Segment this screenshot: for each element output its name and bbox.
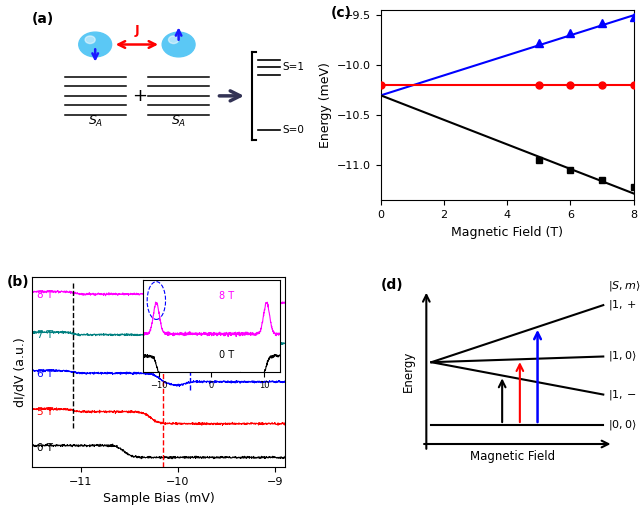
Y-axis label: Energy (meV): Energy (meV): [319, 63, 332, 148]
Text: $S_A$: $S_A$: [88, 113, 103, 128]
Text: $|S,m\rangle$: $|S,m\rangle$: [609, 279, 640, 293]
Text: 8 T: 8 T: [37, 289, 53, 300]
Text: 0 T: 0 T: [37, 443, 53, 453]
X-axis label: Magnetic Field (T): Magnetic Field (T): [451, 226, 563, 239]
Circle shape: [85, 36, 95, 44]
Text: 5 T: 5 T: [37, 407, 53, 417]
Text: 7 T: 7 T: [37, 330, 53, 340]
Circle shape: [168, 36, 179, 44]
Text: Magnetic Field: Magnetic Field: [470, 450, 555, 463]
Text: $|1,+1\rangle$: $|1,+1\rangle$: [609, 298, 640, 312]
X-axis label: Sample Bias (mV): Sample Bias (mV): [102, 492, 214, 505]
Text: $S_A$: $S_A$: [171, 113, 186, 128]
Text: J: J: [134, 24, 140, 37]
Text: (a): (a): [32, 12, 54, 26]
Text: 6 T: 6 T: [37, 369, 53, 379]
Text: +: +: [132, 87, 147, 105]
Text: (b): (b): [7, 274, 29, 289]
Text: (c): (c): [330, 7, 351, 21]
Text: $|1,-1\rangle$: $|1,-1\rangle$: [609, 387, 640, 402]
Text: S=1: S=1: [282, 63, 304, 72]
Text: $|1,0\rangle$: $|1,0\rangle$: [609, 349, 637, 364]
Circle shape: [79, 32, 111, 57]
Y-axis label: dI/dV (a.u.): dI/dV (a.u.): [13, 337, 26, 407]
Text: S=0: S=0: [282, 125, 304, 135]
Text: (d): (d): [381, 279, 403, 292]
Text: Energy: Energy: [402, 351, 415, 392]
Circle shape: [162, 32, 195, 57]
Text: $|0,0\rangle$: $|0,0\rangle$: [609, 418, 637, 432]
